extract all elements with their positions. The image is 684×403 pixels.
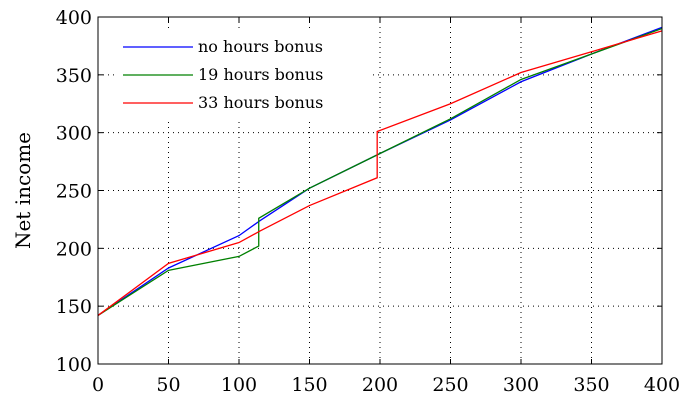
x-tick-label: 250 xyxy=(432,374,468,396)
y-tick-label: 400 xyxy=(56,7,92,29)
legend-label: 33 hours bonus xyxy=(198,93,323,112)
x-tick-label: 200 xyxy=(362,374,398,396)
x-tick-label: 100 xyxy=(221,374,257,396)
x-tick-label: 0 xyxy=(92,374,104,396)
x-tick-label: 50 xyxy=(156,374,180,396)
x-tick-label: 400 xyxy=(644,374,680,396)
legend-label: no hours bonus xyxy=(198,37,323,56)
y-axis-label: Net income xyxy=(11,132,35,249)
grid xyxy=(98,17,662,364)
y-tick-label: 250 xyxy=(56,181,92,203)
y-tick-label: 200 xyxy=(56,238,92,260)
y-tick-label: 350 xyxy=(56,65,92,87)
y-tick-label: 100 xyxy=(56,354,92,376)
y-tick-label: 150 xyxy=(56,296,92,318)
x-tick-label: 150 xyxy=(291,374,327,396)
x-tick-label: 300 xyxy=(503,374,539,396)
x-tick-label: 350 xyxy=(573,374,609,396)
series-line-19-hours-bonus xyxy=(97,27,663,316)
series-line-33-hours-bonus xyxy=(97,30,663,316)
axis-ticks xyxy=(97,16,663,365)
legend-label: 19 hours bonus xyxy=(198,65,323,84)
series-lines xyxy=(97,26,663,316)
tick-labels: 0 50 100 150 200 250 300 350 400 100 150 200 250 300 3… xyxy=(56,7,680,396)
y-tick-label: 300 xyxy=(56,123,92,145)
legend: no hours bonus 19 hours bonus 33 hours bon… xyxy=(116,30,372,120)
